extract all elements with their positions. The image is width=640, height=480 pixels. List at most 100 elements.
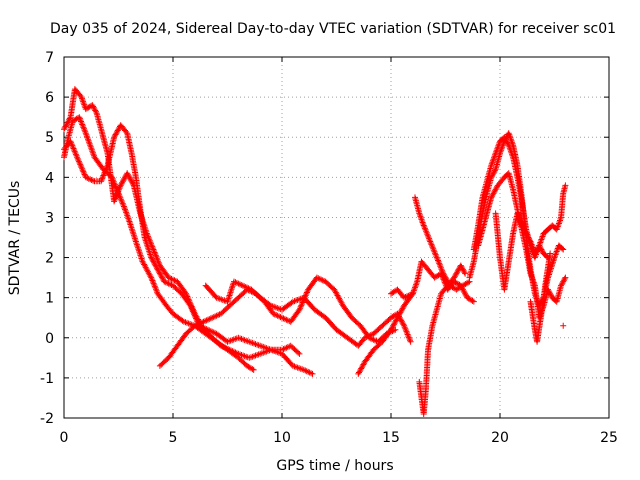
data-point-run [518,222,529,236]
y-tick-label: -1 [40,371,54,387]
data-point [560,322,567,329]
data-point-run [287,342,302,356]
data-point-run [355,360,368,377]
data-point-run [82,174,97,184]
data-point-run [401,291,415,301]
data-point-run [538,280,549,317]
data-point-run [174,332,189,349]
data-point-run [235,354,249,368]
data-point [562,274,569,281]
data-point-run [246,351,262,361]
series-track-8 [412,194,473,293]
series-track-13 [492,210,551,293]
series-track-6 [355,290,416,377]
data-point-run [235,334,251,345]
x-tick-label: 10 [273,430,291,446]
data-point-run [388,316,400,333]
series-track-9 [416,262,469,417]
data-point-run [553,284,564,305]
data-point-run [270,310,284,321]
y-tick-label: 4 [45,170,54,186]
data-point-run [128,150,139,179]
data-point-run [213,294,229,305]
series-track-3 [61,122,303,357]
x-tick-label: 5 [169,430,178,446]
data-point-run [394,304,407,321]
series-track-5 [202,278,414,349]
data-point-run [505,232,516,265]
data-point-run [124,170,136,187]
data-point-run [534,312,545,345]
data-point-run [494,175,507,189]
data-point-run [300,294,317,312]
data-point-run [420,222,433,244]
data-point [470,298,477,305]
data-point-run [209,311,223,321]
data-point-run [154,290,169,308]
data-point-run [388,287,400,297]
data-point-run [555,242,566,252]
data-point-run [505,130,516,147]
data-point-run [279,350,295,368]
data-point-run [453,283,465,293]
data-point-run [224,280,237,305]
data-point-run [191,319,206,329]
data-point-run [379,315,393,329]
data-point-run [226,346,240,357]
axis-ticks: 0 5 10 15 20 25 -2 -1 0 1 2 3 4 5 6 7 [40,50,618,446]
data-point-run [183,323,197,337]
y-tick-label: 0 [45,331,54,347]
plot-frame [63,56,610,419]
data-point-run [505,170,516,191]
data-point-run [361,331,376,341]
data-point-run [279,299,295,313]
data-point-run [231,278,245,288]
data-point-run [204,326,219,337]
data-point-run [451,278,463,288]
data-point-run [244,362,256,373]
data-point-run [137,206,148,239]
data-point-run [143,230,156,252]
data-point-run [161,278,175,288]
data-point-run [540,227,550,237]
data-point-run [132,238,145,263]
data-point [296,350,303,357]
data-point-run [558,275,568,289]
data-point-run [501,134,511,147]
data-point-run [287,308,302,325]
data-point-run [165,274,179,284]
data-point-run [429,308,440,329]
x-axis-label: GPS time / hours [276,458,393,474]
data-point-run [170,282,184,296]
data-point-run [209,334,223,348]
data-point-run [425,324,436,353]
data-point-run [427,238,440,260]
data-point-run [126,218,139,243]
data-point-run [76,114,89,135]
data-point-run [505,142,516,159]
data-point-run [479,179,490,201]
data-point-run [361,348,376,365]
data-point-run [545,256,557,281]
y-tick-label: 1 [45,291,54,307]
data-point-run [488,167,498,181]
chart-title: Day 035 of 2024, Sidereal Day-to-day VTE… [50,21,616,37]
data-point-run [444,275,457,289]
series-track-1 [61,114,257,373]
data-point-run [279,314,293,325]
series-track-14 [527,250,554,345]
data-point-run [488,183,501,201]
data-point-run [379,328,393,345]
data-point-run [91,154,106,171]
data-point-run [82,102,94,113]
data-point-run [431,271,443,281]
data-point-run [527,270,538,288]
y-tick-label: 5 [45,130,54,146]
data-point-run [420,388,429,417]
data-point [250,366,257,373]
y-tick-label: 7 [45,50,54,66]
data-point-run [438,284,450,297]
data-point-run [523,246,534,275]
y-axis-label: SDTVAR / TECUs [7,181,23,296]
